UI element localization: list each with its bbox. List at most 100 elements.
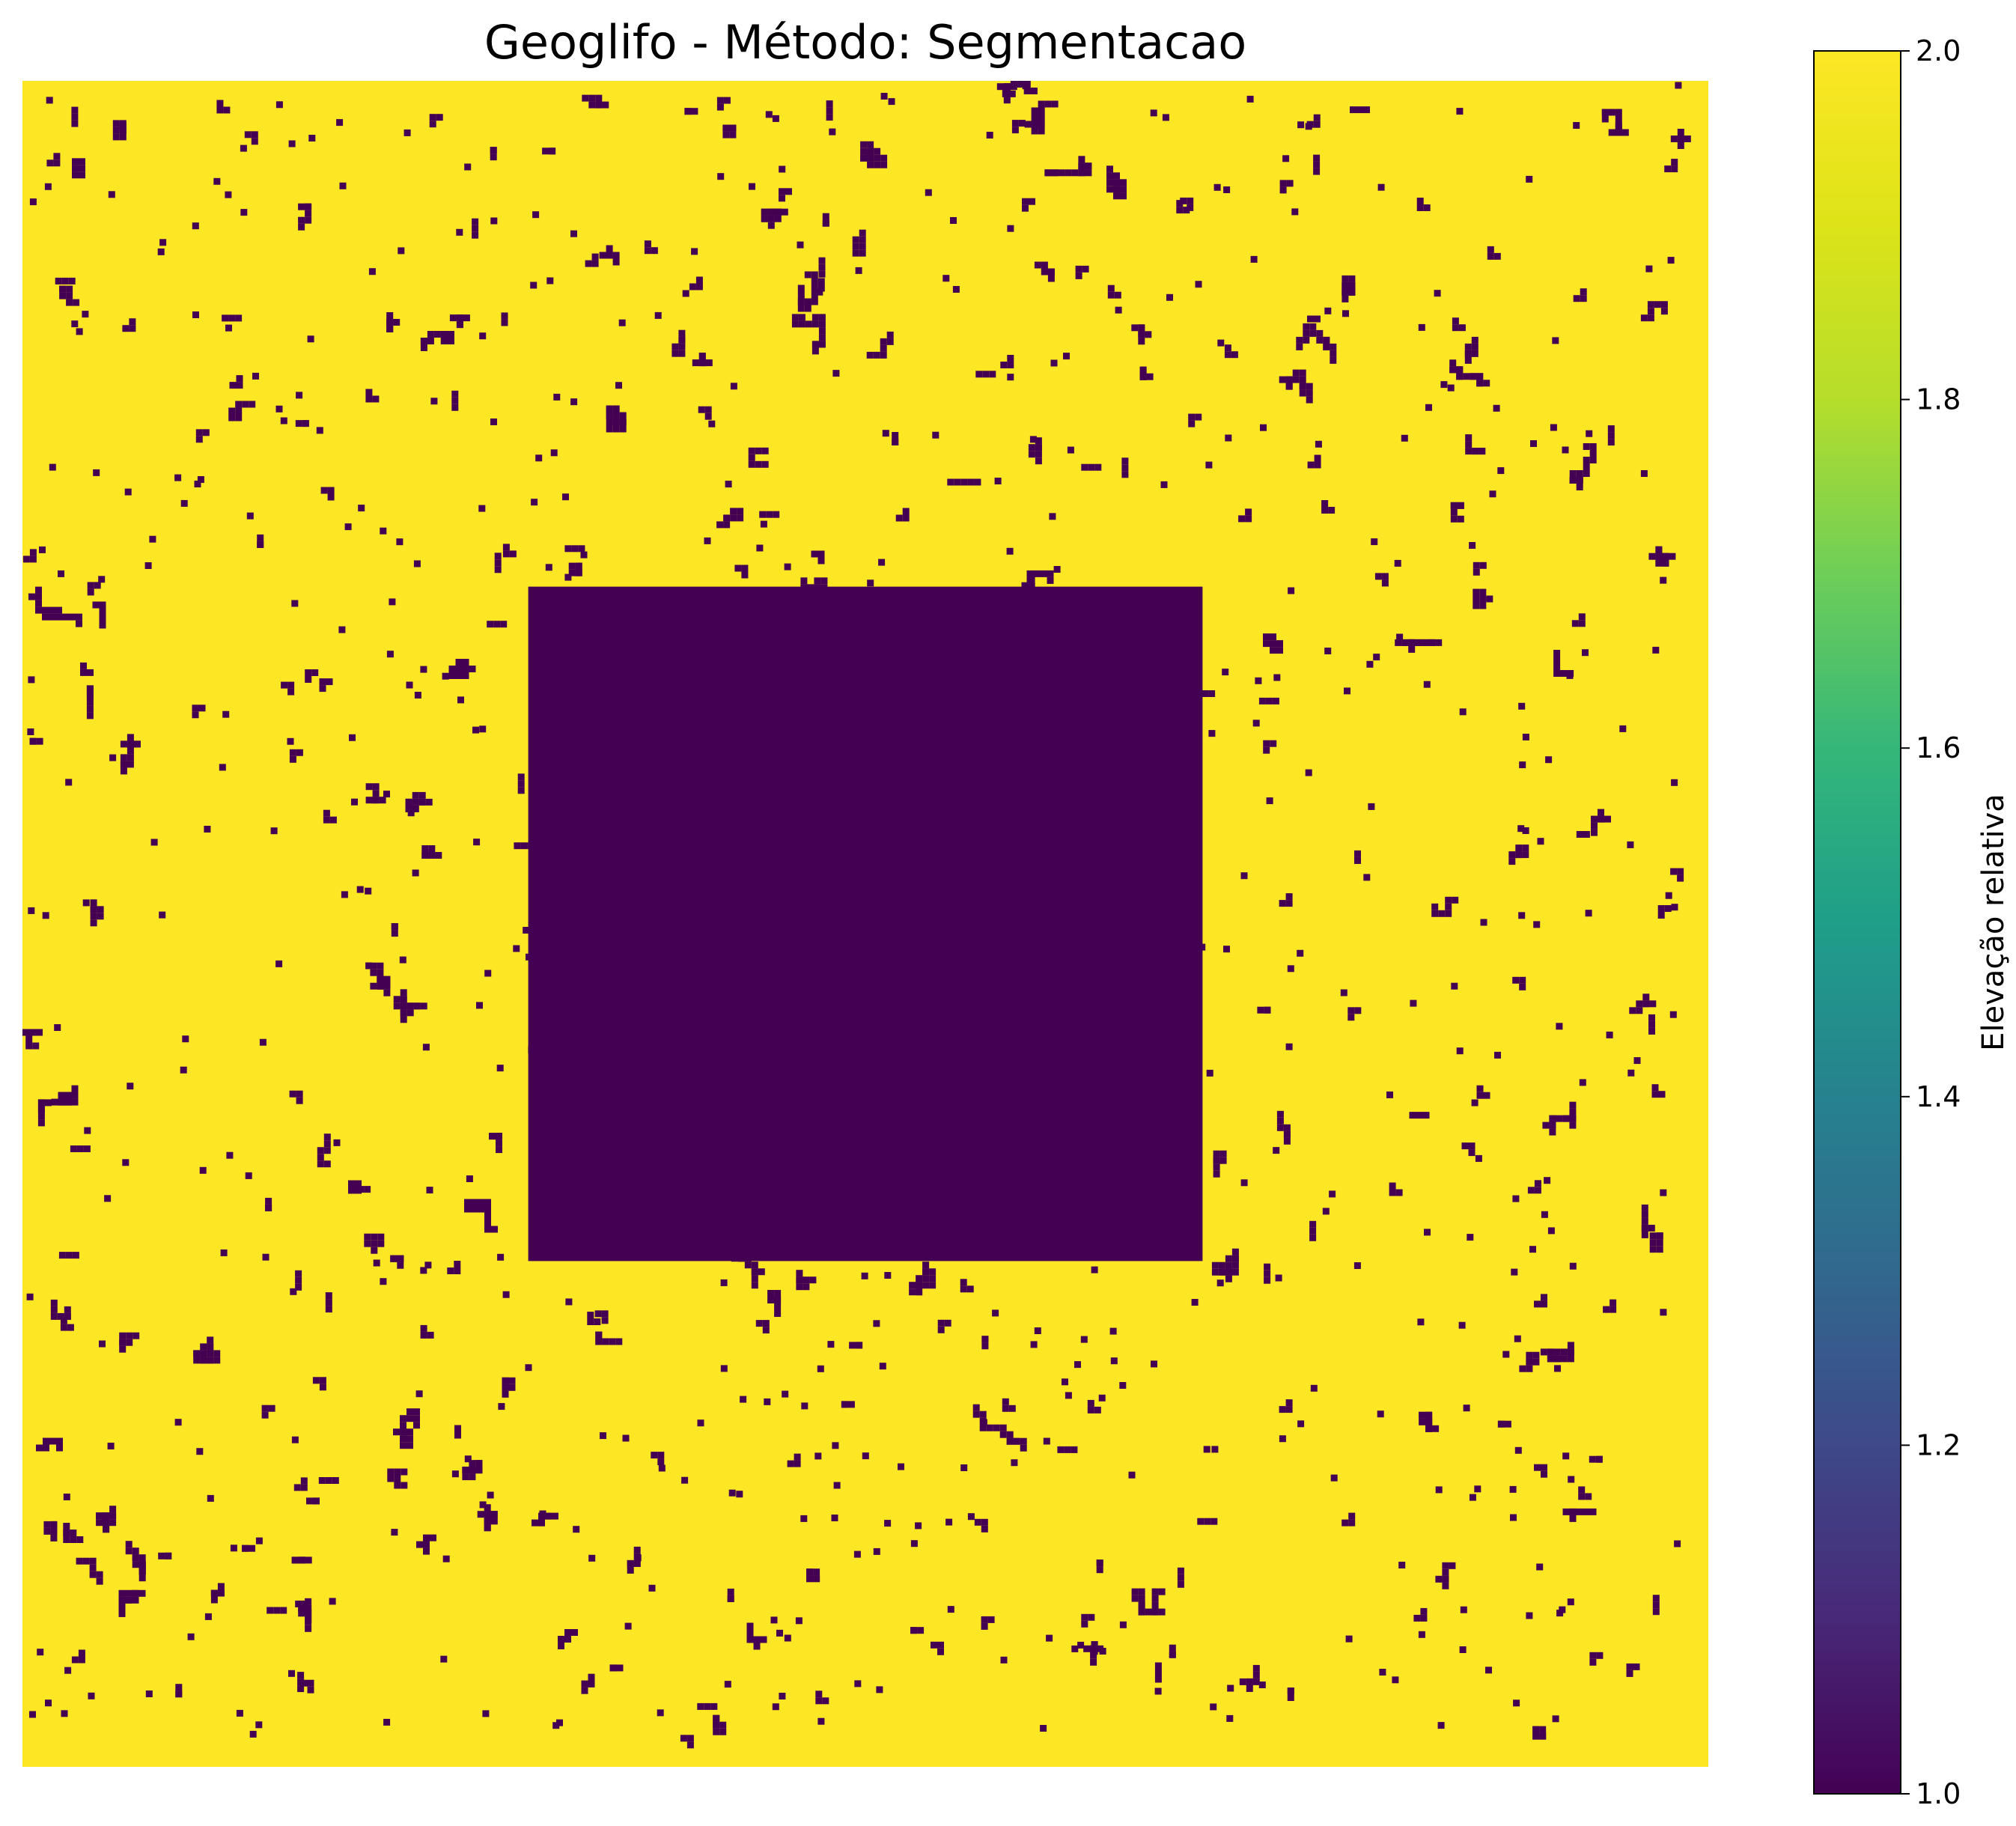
speckle-pixel: [25, 1042, 33, 1050]
speckle-pixel: [1641, 1204, 1648, 1211]
speckle-pixel: [63, 1530, 70, 1536]
speckle-pixel: [1474, 1485, 1481, 1493]
speckle-pixel: [578, 545, 585, 553]
speckle-pixel: [1526, 1365, 1533, 1372]
speckle-pixel: [400, 996, 407, 1003]
speckle-pixel: [1418, 1631, 1425, 1638]
speckle-pixel: [588, 101, 596, 109]
speckle-pixel: [158, 1552, 165, 1559]
speckle-pixel: [245, 1172, 252, 1179]
speckle-pixel: [1183, 207, 1190, 214]
speckle-pixel: [657, 1452, 665, 1459]
speckle-pixel: [391, 923, 398, 931]
speckle-pixel: [414, 692, 421, 699]
speckle-pixel: [365, 887, 372, 895]
speckle-pixel: [390, 1255, 398, 1262]
speckle-pixel: [291, 1556, 299, 1564]
speckle-pixel: [1553, 650, 1561, 657]
speckle-pixel: [1621, 129, 1629, 136]
speckle-pixel: [1154, 1676, 1162, 1683]
speckle-pixel: [1660, 1309, 1667, 1316]
speckle-pixel: [981, 1616, 988, 1623]
speckle-pixel: [1468, 1149, 1476, 1157]
speckle-pixel: [627, 1559, 634, 1567]
speckle-pixel: [298, 1604, 305, 1612]
speckle-pixel: [429, 114, 436, 121]
speckle-pixel: [1512, 1195, 1520, 1202]
speckle-pixel: [119, 120, 127, 127]
speckle-pixel: [748, 454, 755, 461]
speckle-pixel: [960, 1285, 967, 1293]
speckle-pixel: [1120, 179, 1127, 186]
speckle-pixel: [112, 133, 120, 141]
speckle-pixel: [383, 977, 390, 984]
speckle-pixel: [380, 1278, 387, 1285]
speckle-pixel: [1263, 640, 1270, 648]
speckle-pixel: [281, 681, 288, 689]
speckle-pixel: [442, 672, 449, 680]
speckle-pixel: [1568, 1476, 1575, 1483]
speckle-pixel: [594, 1310, 602, 1318]
speckle-pixel: [944, 1319, 951, 1327]
speckle-pixel: [1050, 359, 1058, 367]
speckle-pixel: [240, 209, 248, 216]
speckle-pixel: [72, 171, 79, 179]
speckle-pixel: [1115, 306, 1122, 314]
speckle-pixel: [199, 1166, 207, 1174]
speckle-pixel: [1151, 1360, 1157, 1368]
speckle-pixel: [420, 1331, 427, 1339]
speckle-pixel: [644, 240, 651, 248]
speckle-pixel: [472, 726, 479, 734]
speckle-pixel: [1532, 1358, 1540, 1366]
speckle-pixel: [1323, 343, 1330, 350]
speckle-pixel: [945, 1518, 953, 1526]
speckle-pixel: [818, 327, 826, 335]
speckle-pixel: [657, 1458, 665, 1466]
speckle-pixel: [87, 582, 94, 589]
speckle-pixel: [61, 277, 69, 284]
speckle-pixel: [1011, 127, 1019, 134]
speckle-pixel: [1655, 559, 1663, 567]
speckle-pixel: [588, 1673, 595, 1681]
speckle-pixel: [1589, 450, 1597, 457]
speckle-pixel: [1094, 463, 1102, 471]
speckle-pixel: [796, 1283, 803, 1291]
speckle-pixel: [1224, 351, 1231, 359]
speckle-pixel: [1475, 1154, 1482, 1162]
speckle-pixel: [1151, 1595, 1159, 1602]
speckle-pixel: [305, 1616, 312, 1624]
speckle-pixel: [1671, 159, 1678, 166]
speckle-pixel: [723, 514, 731, 522]
speckle-pixel: [35, 593, 42, 600]
speckle-pixel: [132, 1547, 139, 1555]
speckle-pixel: [910, 1627, 918, 1634]
speckle-pixel: [999, 1431, 1007, 1438]
speckle-pixel: [107, 1443, 115, 1449]
speckle-pixel: [811, 550, 818, 558]
speckle-pixel: [1075, 265, 1082, 273]
speckle-pixel: [60, 1324, 67, 1331]
colorbar-ticks: 1.01.21.41.61.82.0: [1901, 34, 1961, 1810]
speckle-pixel: [355, 1187, 362, 1194]
speckle-pixel: [90, 899, 97, 907]
speckle-pixel: [1514, 1446, 1522, 1454]
speckle-pixel: [407, 809, 415, 817]
speckle-pixel: [1240, 872, 1248, 880]
speckle-pixel: [372, 797, 380, 804]
speckle-pixel: [398, 247, 405, 255]
speckle-pixel: [852, 249, 859, 257]
speckle-pixel: [1040, 570, 1047, 577]
speckle-pixel: [1348, 1519, 1356, 1527]
speckle-pixel: [251, 131, 258, 139]
speckle-pixel: [195, 436, 203, 443]
speckle-pixel: [595, 94, 603, 102]
speckle-pixel: [22, 556, 30, 563]
speckle-pixel: [722, 124, 730, 132]
speckle-pixel: [1342, 281, 1349, 289]
speckle-pixel: [1279, 1406, 1286, 1413]
speckle-pixel: [348, 1180, 355, 1187]
speckle-pixel: [1011, 1459, 1018, 1467]
speckle-pixel: [1578, 620, 1586, 627]
speckle-pixel: [289, 749, 296, 756]
